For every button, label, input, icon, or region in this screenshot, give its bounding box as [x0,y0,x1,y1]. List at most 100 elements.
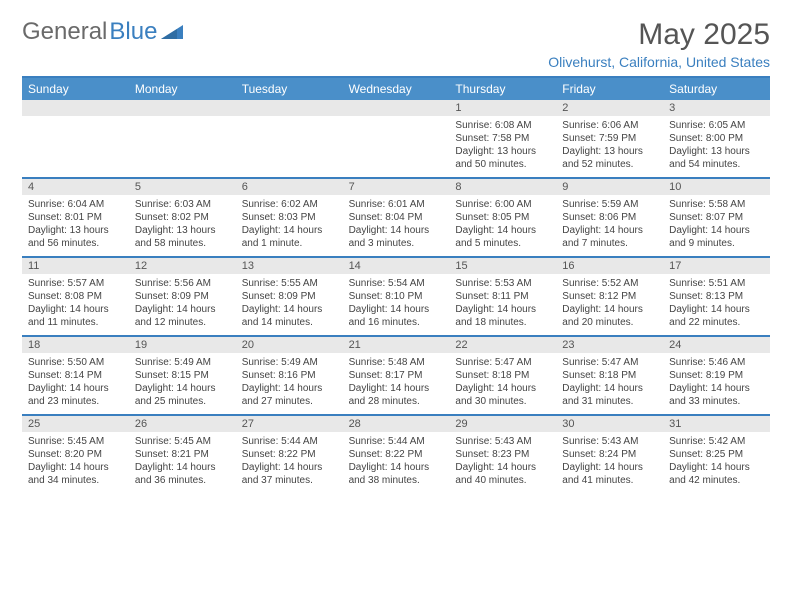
day-cell: Sunrise: 6:03 AMSunset: 8:02 PMDaylight:… [129,195,236,256]
page-header: GeneralBlue May 2025 Olivehurst, Califor… [22,18,770,70]
sunrise-text: Sunrise: 5:59 AM [562,198,657,211]
day-content: Sunrise: 5:48 AMSunset: 8:17 PMDaylight:… [343,353,450,414]
day-content: Sunrise: 6:08 AMSunset: 7:58 PMDaylight:… [449,116,556,177]
sunrise-text: Sunrise: 5:47 AM [455,356,550,369]
day-number: 17 [663,258,770,274]
sunset-text: Sunset: 8:01 PM [28,211,123,224]
daylight-text-1: Daylight: 14 hours [135,303,230,316]
sunrise-text: Sunrise: 6:05 AM [669,119,764,132]
day-cell: Sunrise: 5:46 AMSunset: 8:19 PMDaylight:… [663,353,770,414]
day-number: 23 [556,337,663,353]
day-content: Sunrise: 6:06 AMSunset: 7:59 PMDaylight:… [556,116,663,177]
month-title: May 2025 [548,18,770,52]
day-content: Sunrise: 5:49 AMSunset: 8:15 PMDaylight:… [129,353,236,414]
sunset-text: Sunset: 8:08 PM [28,290,123,303]
daylight-text-2: and 52 minutes. [562,158,657,171]
week-row: Sunrise: 5:45 AMSunset: 8:20 PMDaylight:… [22,432,770,493]
daylight-text-2: and 58 minutes. [135,237,230,250]
daylight-text-2: and 5 minutes. [455,237,550,250]
day-number [343,100,450,116]
day-number: 29 [449,416,556,432]
sunrise-text: Sunrise: 5:49 AM [242,356,337,369]
sunrise-text: Sunrise: 5:43 AM [455,435,550,448]
sunset-text: Sunset: 8:21 PM [135,448,230,461]
daylight-text-2: and 7 minutes. [562,237,657,250]
day-number: 28 [343,416,450,432]
day-content: Sunrise: 6:02 AMSunset: 8:03 PMDaylight:… [236,195,343,256]
daylight-text-2: and 28 minutes. [349,395,444,408]
day-content: Sunrise: 5:54 AMSunset: 8:10 PMDaylight:… [343,274,450,335]
day-number: 1 [449,100,556,116]
daylight-text-2: and 40 minutes. [455,474,550,487]
day-content: Sunrise: 5:47 AMSunset: 8:18 PMDaylight:… [556,353,663,414]
sunrise-text: Sunrise: 5:51 AM [669,277,764,290]
daylight-text-1: Daylight: 13 hours [562,145,657,158]
day-number [22,100,129,116]
weekday-sunday: Sunday [22,78,129,100]
day-content: Sunrise: 6:00 AMSunset: 8:05 PMDaylight:… [449,195,556,256]
sunrise-text: Sunrise: 5:43 AM [562,435,657,448]
weekday-wednesday: Wednesday [343,78,450,100]
location-text: Olivehurst, California, United States [548,54,770,70]
daylight-text-2: and 38 minutes. [349,474,444,487]
weekday-friday: Friday [556,78,663,100]
sunrise-text: Sunrise: 6:03 AM [135,198,230,211]
day-cell: Sunrise: 5:48 AMSunset: 8:17 PMDaylight:… [343,353,450,414]
daylight-text-2: and 9 minutes. [669,237,764,250]
day-cell: Sunrise: 5:55 AMSunset: 8:09 PMDaylight:… [236,274,343,335]
sunrise-text: Sunrise: 5:56 AM [135,277,230,290]
day-cell: Sunrise: 5:59 AMSunset: 8:06 PMDaylight:… [556,195,663,256]
sunrise-text: Sunrise: 5:49 AM [135,356,230,369]
sunrise-text: Sunrise: 5:57 AM [28,277,123,290]
week-row: Sunrise: 6:08 AMSunset: 7:58 PMDaylight:… [22,116,770,179]
daylight-text-1: Daylight: 14 hours [349,224,444,237]
day-content: Sunrise: 5:47 AMSunset: 8:18 PMDaylight:… [449,353,556,414]
daylight-text-1: Daylight: 13 hours [455,145,550,158]
day-content: Sunrise: 5:45 AMSunset: 8:21 PMDaylight:… [129,432,236,493]
sunrise-text: Sunrise: 5:46 AM [669,356,764,369]
daylight-text-1: Daylight: 14 hours [242,303,337,316]
day-number: 18 [22,337,129,353]
daylight-text-1: Daylight: 14 hours [669,461,764,474]
sunrise-text: Sunrise: 5:47 AM [562,356,657,369]
day-cell: Sunrise: 5:42 AMSunset: 8:25 PMDaylight:… [663,432,770,493]
daylight-text-1: Daylight: 14 hours [562,224,657,237]
day-content: Sunrise: 5:46 AMSunset: 8:19 PMDaylight:… [663,353,770,414]
day-number: 25 [22,416,129,432]
day-content: Sunrise: 5:57 AMSunset: 8:08 PMDaylight:… [22,274,129,335]
day-cell: Sunrise: 5:44 AMSunset: 8:22 PMDaylight:… [343,432,450,493]
daylight-text-2: and 11 minutes. [28,316,123,329]
day-number: 14 [343,258,450,274]
day-number: 3 [663,100,770,116]
day-number [129,100,236,116]
daylight-text-2: and 14 minutes. [242,316,337,329]
day-content: Sunrise: 5:43 AMSunset: 8:23 PMDaylight:… [449,432,556,493]
daylight-text-1: Daylight: 14 hours [669,224,764,237]
day-content: Sunrise: 5:44 AMSunset: 8:22 PMDaylight:… [343,432,450,493]
day-cell: Sunrise: 5:49 AMSunset: 8:16 PMDaylight:… [236,353,343,414]
week-daynum-row: 18192021222324 [22,337,770,353]
day-cell: Sunrise: 6:01 AMSunset: 8:04 PMDaylight:… [343,195,450,256]
day-content: Sunrise: 5:43 AMSunset: 8:24 PMDaylight:… [556,432,663,493]
sunset-text: Sunset: 8:12 PM [562,290,657,303]
day-content: Sunrise: 5:45 AMSunset: 8:20 PMDaylight:… [22,432,129,493]
sunrise-text: Sunrise: 5:44 AM [349,435,444,448]
day-content: Sunrise: 5:59 AMSunset: 8:06 PMDaylight:… [556,195,663,256]
daylight-text-1: Daylight: 14 hours [669,303,764,316]
day-cell-empty [236,116,343,177]
weekday-thursday: Thursday [449,78,556,100]
sunset-text: Sunset: 8:24 PM [562,448,657,461]
sunset-text: Sunset: 7:58 PM [455,132,550,145]
daylight-text-2: and 20 minutes. [562,316,657,329]
day-number: 8 [449,179,556,195]
daylight-text-1: Daylight: 14 hours [242,224,337,237]
sunset-text: Sunset: 8:10 PM [349,290,444,303]
daylight-text-2: and 41 minutes. [562,474,657,487]
day-cell: Sunrise: 5:45 AMSunset: 8:20 PMDaylight:… [22,432,129,493]
week-daynum-row: 45678910 [22,179,770,195]
sunrise-text: Sunrise: 5:44 AM [242,435,337,448]
sunset-text: Sunset: 8:18 PM [562,369,657,382]
day-cell: Sunrise: 5:58 AMSunset: 8:07 PMDaylight:… [663,195,770,256]
day-cell: Sunrise: 5:44 AMSunset: 8:22 PMDaylight:… [236,432,343,493]
day-content: Sunrise: 5:58 AMSunset: 8:07 PMDaylight:… [663,195,770,256]
